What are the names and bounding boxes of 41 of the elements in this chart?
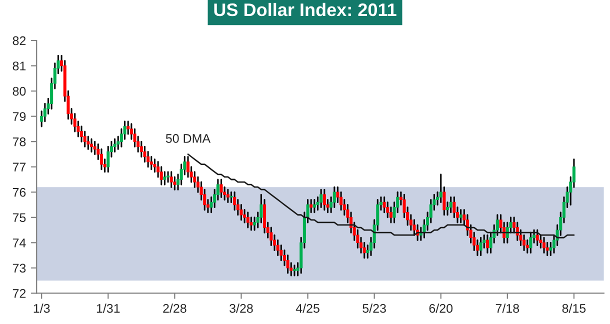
y-tick-label: 80 <box>12 86 26 96</box>
candlestick <box>163 171 166 186</box>
candlestick <box>529 232 532 254</box>
y-tick-label: 75 <box>12 213 26 222</box>
candlestick <box>439 174 442 204</box>
x-tick-label: 7/18 <box>496 304 520 313</box>
candlestick <box>90 138 94 152</box>
x-tick-label: 2/28 <box>163 304 186 313</box>
x-tick-label: 6/20 <box>429 304 453 313</box>
x-tick-label: 5/23 <box>362 304 386 313</box>
candlestick <box>226 188 230 204</box>
candlestick <box>542 236 546 254</box>
candlestick <box>449 196 452 214</box>
series-label: 50 DMA <box>166 134 211 143</box>
y-tick-label: 81 <box>12 62 26 70</box>
x-tick-label: 3/28 <box>230 304 253 313</box>
y-tick-label: 82 <box>12 36 26 46</box>
y-tick-label: 73 <box>12 264 26 273</box>
candlestick <box>322 188 326 211</box>
candlestick <box>220 178 223 198</box>
x-tick-label: 1/31 <box>96 304 120 313</box>
candlestick <box>246 212 250 228</box>
y-tick-label: 77 <box>12 162 26 172</box>
candlestick <box>310 198 313 214</box>
candlestick <box>486 234 489 254</box>
candlestick <box>312 198 316 214</box>
y-tick-label: 76 <box>12 188 26 197</box>
candlestick <box>320 188 323 208</box>
x-tick-label: 8/15 <box>562 304 586 313</box>
x-tick-label: 1/3 <box>34 304 50 313</box>
y-tick-label: 74 <box>12 238 26 248</box>
y-tick-label: 78 <box>12 137 26 146</box>
candlestick <box>292 264 296 276</box>
y-tick-label: 79 <box>12 112 26 121</box>
chart-title: US Dollar Index: 2011 <box>214 2 396 16</box>
candlestick <box>536 229 539 246</box>
x-tick-label: 4/25 <box>296 304 320 313</box>
candlestick <box>170 171 173 188</box>
y-tick-label: 72 <box>12 289 26 298</box>
candlestick <box>479 236 482 256</box>
candlestick <box>459 209 462 224</box>
